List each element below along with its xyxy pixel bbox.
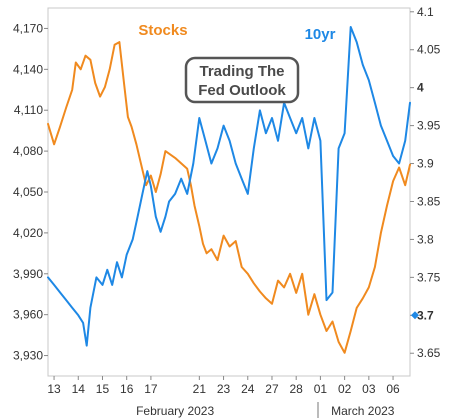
x-tick-label: 16 (120, 382, 134, 396)
left-tick-label: 4,080 (13, 144, 43, 158)
x-axis-ticks: 13 14 15 16 17 21 23 24 27 28 01 02 03 06 (47, 376, 400, 396)
left-tick-label: 4,170 (13, 21, 43, 35)
month-label: March 2023 (331, 404, 395, 418)
chart-title-line-2: Fed Outlook (198, 82, 286, 99)
x-tick-label: 21 (193, 382, 207, 396)
x-axis-months: February 2023 March 2023 (136, 402, 395, 418)
x-tick-label: 13 (47, 382, 61, 396)
month-label: February 2023 (136, 404, 214, 418)
x-tick-label: 27 (265, 382, 279, 396)
x-tick-label: 28 (290, 382, 304, 396)
tenyr-end-marker (411, 311, 419, 320)
x-tick-label: 03 (362, 382, 376, 396)
left-tick-label: 4,050 (13, 185, 43, 199)
x-tick-label: 24 (241, 382, 255, 396)
tenyr-series-line (47, 26, 411, 347)
chart-title-box: Trading The Fed Outlook (184, 56, 300, 104)
x-tick-label: 17 (144, 382, 158, 396)
left-tick-label: 4,110 (14, 103, 43, 117)
right-tick-label: 3.95 (417, 119, 441, 133)
left-axis-ticks: 3,930 3,960 3,990 4,020 4,050 4,080 4,110 4,140… (13, 21, 48, 363)
left-tick-label: 3,990 (13, 267, 43, 281)
left-tick-label: 3,930 (13, 349, 43, 363)
x-tick-label: 06 (386, 382, 400, 396)
right-tick-label: 3.9 (417, 157, 434, 171)
right-tick-label: 3.75 (417, 270, 441, 284)
x-tick-label: 23 (217, 382, 231, 396)
series-layer (47, 26, 419, 354)
x-tick-label: 02 (338, 382, 352, 396)
right-tick-label: 4 (417, 81, 424, 95)
right-tick-label: 3.7 (417, 308, 434, 322)
chart-title-line-1: Trading The (199, 63, 284, 80)
right-tick-label: 3.8 (417, 232, 434, 246)
right-tick-label: 3.85 (417, 194, 441, 208)
right-tick-label: 3.65 (417, 346, 441, 360)
right-tick-label: 4.1 (417, 5, 434, 19)
left-tick-label: 4,140 (13, 62, 43, 76)
x-tick-label: 14 (72, 382, 86, 396)
x-tick-label: 01 (314, 382, 328, 396)
title-box-border (184, 56, 300, 104)
series-labels: Stocks 10yr (138, 22, 335, 43)
stocks-series-label: Stocks (138, 22, 187, 39)
x-tick-label: 15 (96, 382, 110, 396)
left-tick-label: 4,020 (13, 226, 43, 240)
left-tick-label: 3,960 (13, 308, 43, 322)
stocks-series-line (47, 41, 411, 354)
tenyr-series-label: 10yr (305, 26, 336, 43)
right-tick-label: 4.05 (417, 43, 441, 57)
right-axis-ticks: 3.65 3.7 3.75 3.8 3.85 3.9 3.95 4 4.05 4.1 (410, 5, 441, 360)
